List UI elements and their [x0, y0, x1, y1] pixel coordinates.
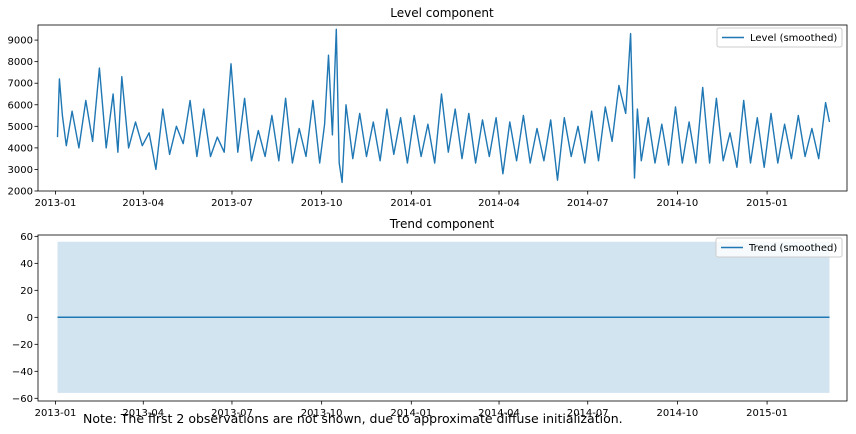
footnote: Note: The first 2 observations are not s… — [83, 411, 623, 426]
trend-x-tick-label: 2013-07 — [211, 408, 253, 419]
level-legend-box — [716, 27, 843, 48]
trend-y-tick-label: −60 — [12, 394, 33, 405]
trend-x-tick-label: 2014-07 — [567, 408, 609, 419]
trend-x-tick-label: 2014-01 — [390, 408, 432, 419]
level-x-tick-label: 2013-10 — [301, 198, 343, 209]
trend-chart-title: Trend component — [389, 217, 495, 231]
level-chart-title: Level component — [390, 6, 494, 20]
level-y-tick-label: 2000 — [8, 187, 33, 198]
trend-y-ticks: −60 −40 −20 0 20 40 60 — [12, 232, 38, 405]
trend-x-tick-label: 2014-04 — [478, 408, 520, 419]
level-x-tick-label: 2014-10 — [657, 198, 699, 209]
trend-y-tick-label: 60 — [20, 232, 33, 243]
level-x-tick-label: 2014-01 — [390, 198, 432, 209]
level-legend: Level (smoothed) — [716, 27, 843, 48]
level-x-tick-label: 2013-07 — [211, 198, 253, 209]
trend-x-tick-label: 2014-10 — [657, 408, 699, 419]
level-x-tick-label: 2015-01 — [746, 198, 788, 209]
trend-legend-box — [715, 237, 843, 258]
trend-legend-label: Trend (smoothed) — [748, 243, 837, 254]
trend-x-tick-label: 2015-01 — [746, 408, 788, 419]
level-x-tick-label: 2014-07 — [567, 198, 609, 209]
level-axes-frame — [37, 24, 848, 192]
trend-x-tick-label: 2013-10 — [301, 408, 343, 419]
level-y-tick-label: 3000 — [8, 165, 33, 176]
level-x-tick-label: 2014-04 — [478, 198, 520, 209]
level-legend-label: Level (smoothed) — [750, 33, 837, 44]
trend-x-tick-label: 2013-01 — [35, 408, 77, 419]
trend-series-layer — [57, 241, 830, 393]
trend-x-ticks: 2013-01 2013-04 2013-07 2013-10 2014-01 2014-… — [35, 401, 788, 419]
trend-y-tick-label: 20 — [20, 286, 33, 297]
level-x-tick-label: 2013-04 — [122, 198, 164, 209]
trend-x-tick-label: 2013-04 — [122, 408, 164, 419]
level-y-tick-label: 6000 — [8, 100, 33, 111]
level-y-tick-label: 7000 — [8, 79, 33, 90]
level-y-tick-label: 8000 — [8, 57, 33, 68]
level-y-tick-label: 4000 — [8, 143, 33, 154]
trend-y-tick-label: 40 — [20, 259, 33, 270]
level-y-tick-label: 9000 — [8, 36, 33, 47]
level-series-layer — [56, 28, 831, 184]
trend-y-tick-label: −20 — [12, 340, 33, 351]
level-x-ticks: 2013-01 2013-04 2013-07 2013-10 2014-01 2014-… — [35, 191, 788, 209]
level-series-line — [56, 28, 831, 184]
trend-axes-frame — [37, 234, 848, 402]
trend-y-tick-label: −40 — [12, 367, 33, 378]
trend-component-axes: Trend component 2013-01 2013-04 2013-07 201… — [12, 217, 848, 419]
level-y-ticks: 2000 3000 4000 5000 6000 7000 8000 9000 — [8, 36, 38, 198]
level-component-axes: Level component 2013-01 2013-04 2013-07 201… — [8, 6, 848, 209]
level-y-tick-label: 5000 — [8, 122, 33, 133]
trend-legend: Trend (smoothed) — [715, 237, 843, 258]
level-x-tick-label: 2013-01 — [35, 198, 77, 209]
trend-y-tick-label: 0 — [27, 313, 33, 324]
